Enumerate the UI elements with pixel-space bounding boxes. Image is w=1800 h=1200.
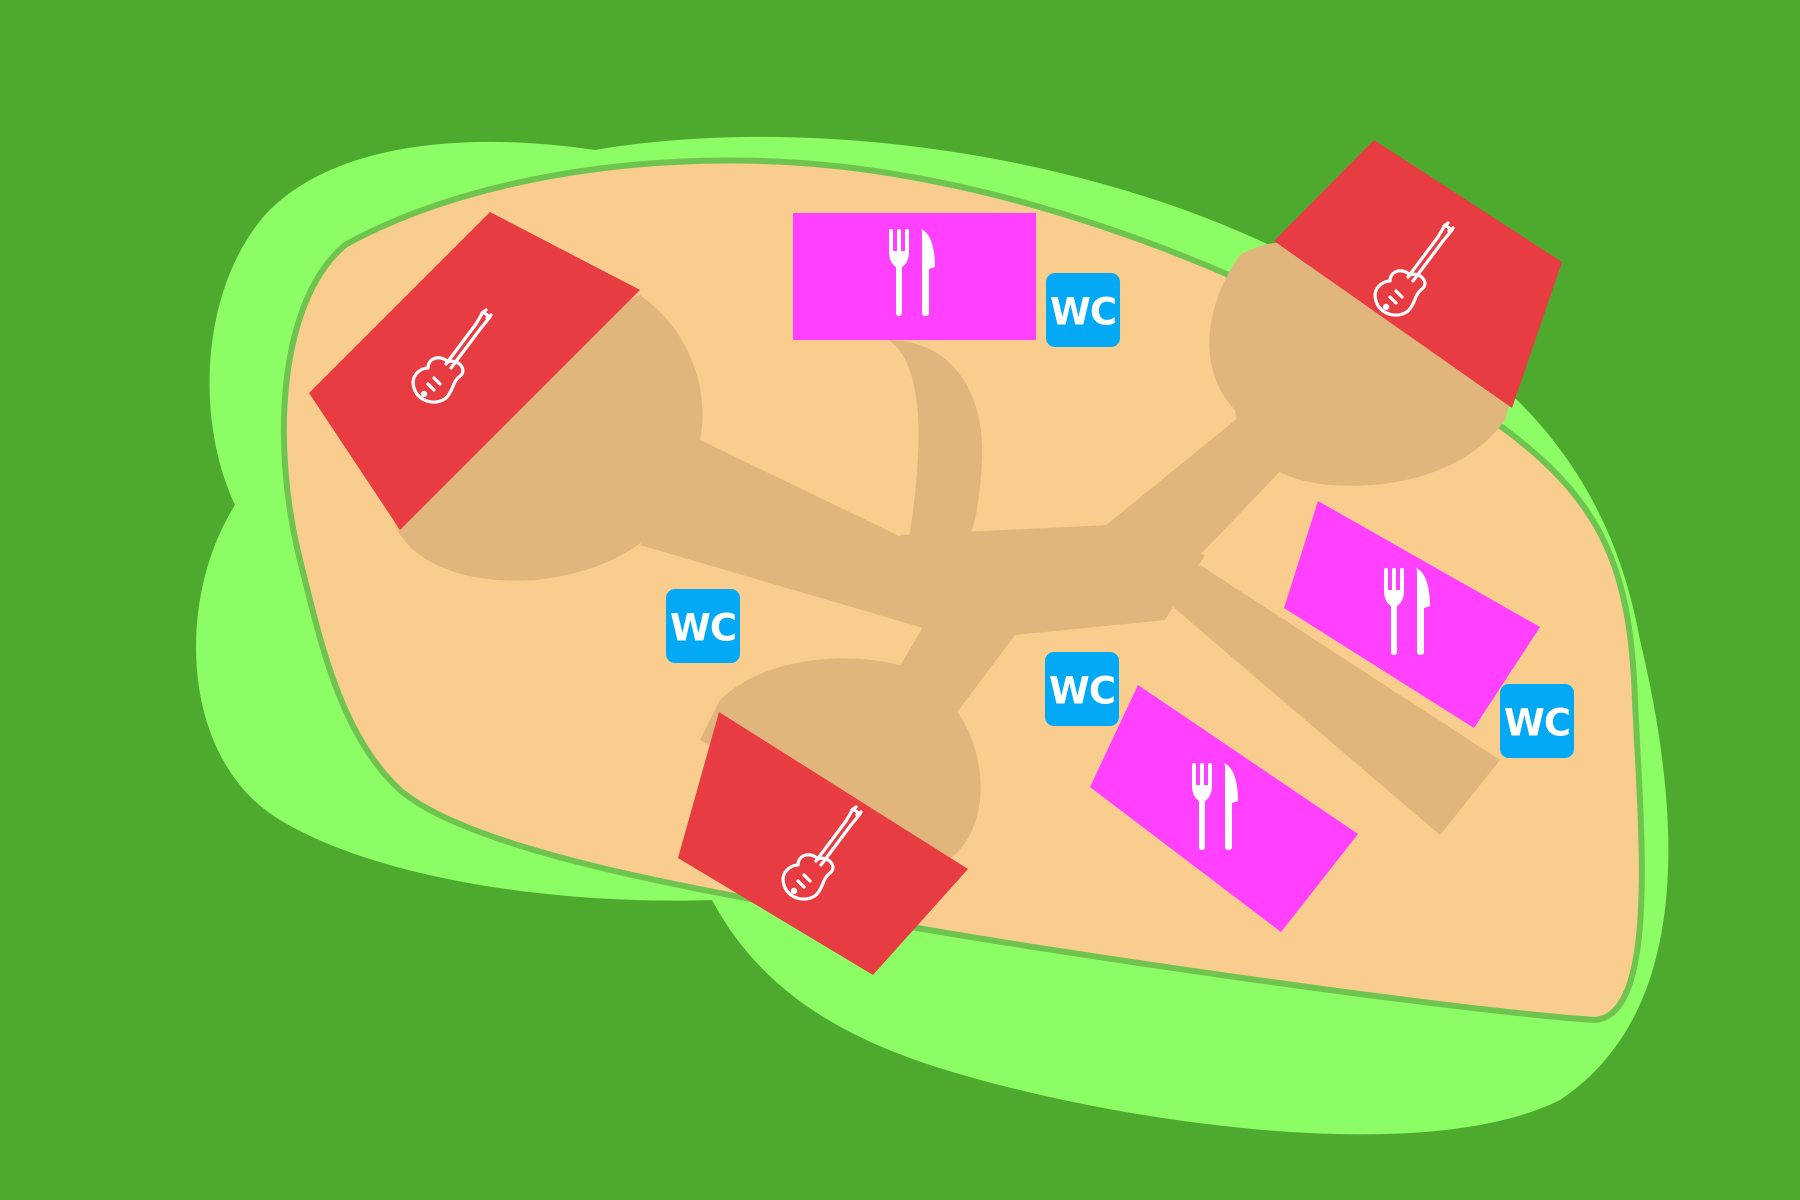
wc-icon [1046, 273, 1120, 347]
path-plaza-bottom-left [700, 658, 981, 870]
wc-label: WC [1049, 670, 1115, 713]
wc-icon [666, 589, 740, 663]
wc-icon [1500, 684, 1574, 758]
path-spoke-right [1165, 565, 1500, 835]
wc-label: WC [1050, 291, 1116, 334]
toilet-right[interactable]: WC [1500, 684, 1574, 758]
wc-icon [1045, 652, 1119, 726]
food-area-top[interactable] [793, 213, 1036, 340]
toilet-center[interactable]: WC [1045, 652, 1119, 726]
food-area-bottom[interactable] [1090, 685, 1358, 932]
wc-label: WC [670, 607, 736, 650]
wc-label: WC [1504, 702, 1570, 745]
path-spoke-top-left [640, 440, 960, 630]
stage-bottom-left[interactable] [678, 712, 968, 975]
stage-top-right[interactable] [1274, 140, 1562, 408]
path-hub [900, 525, 1205, 645]
path-spoke-top-food [888, 340, 983, 545]
food-area-right[interactable] [1284, 501, 1540, 728]
toilet-top[interactable]: WC [1046, 273, 1120, 347]
stage-top-left[interactable] [309, 212, 640, 530]
path-network [395, 240, 1510, 870]
toilet-left[interactable]: WC [666, 589, 740, 663]
